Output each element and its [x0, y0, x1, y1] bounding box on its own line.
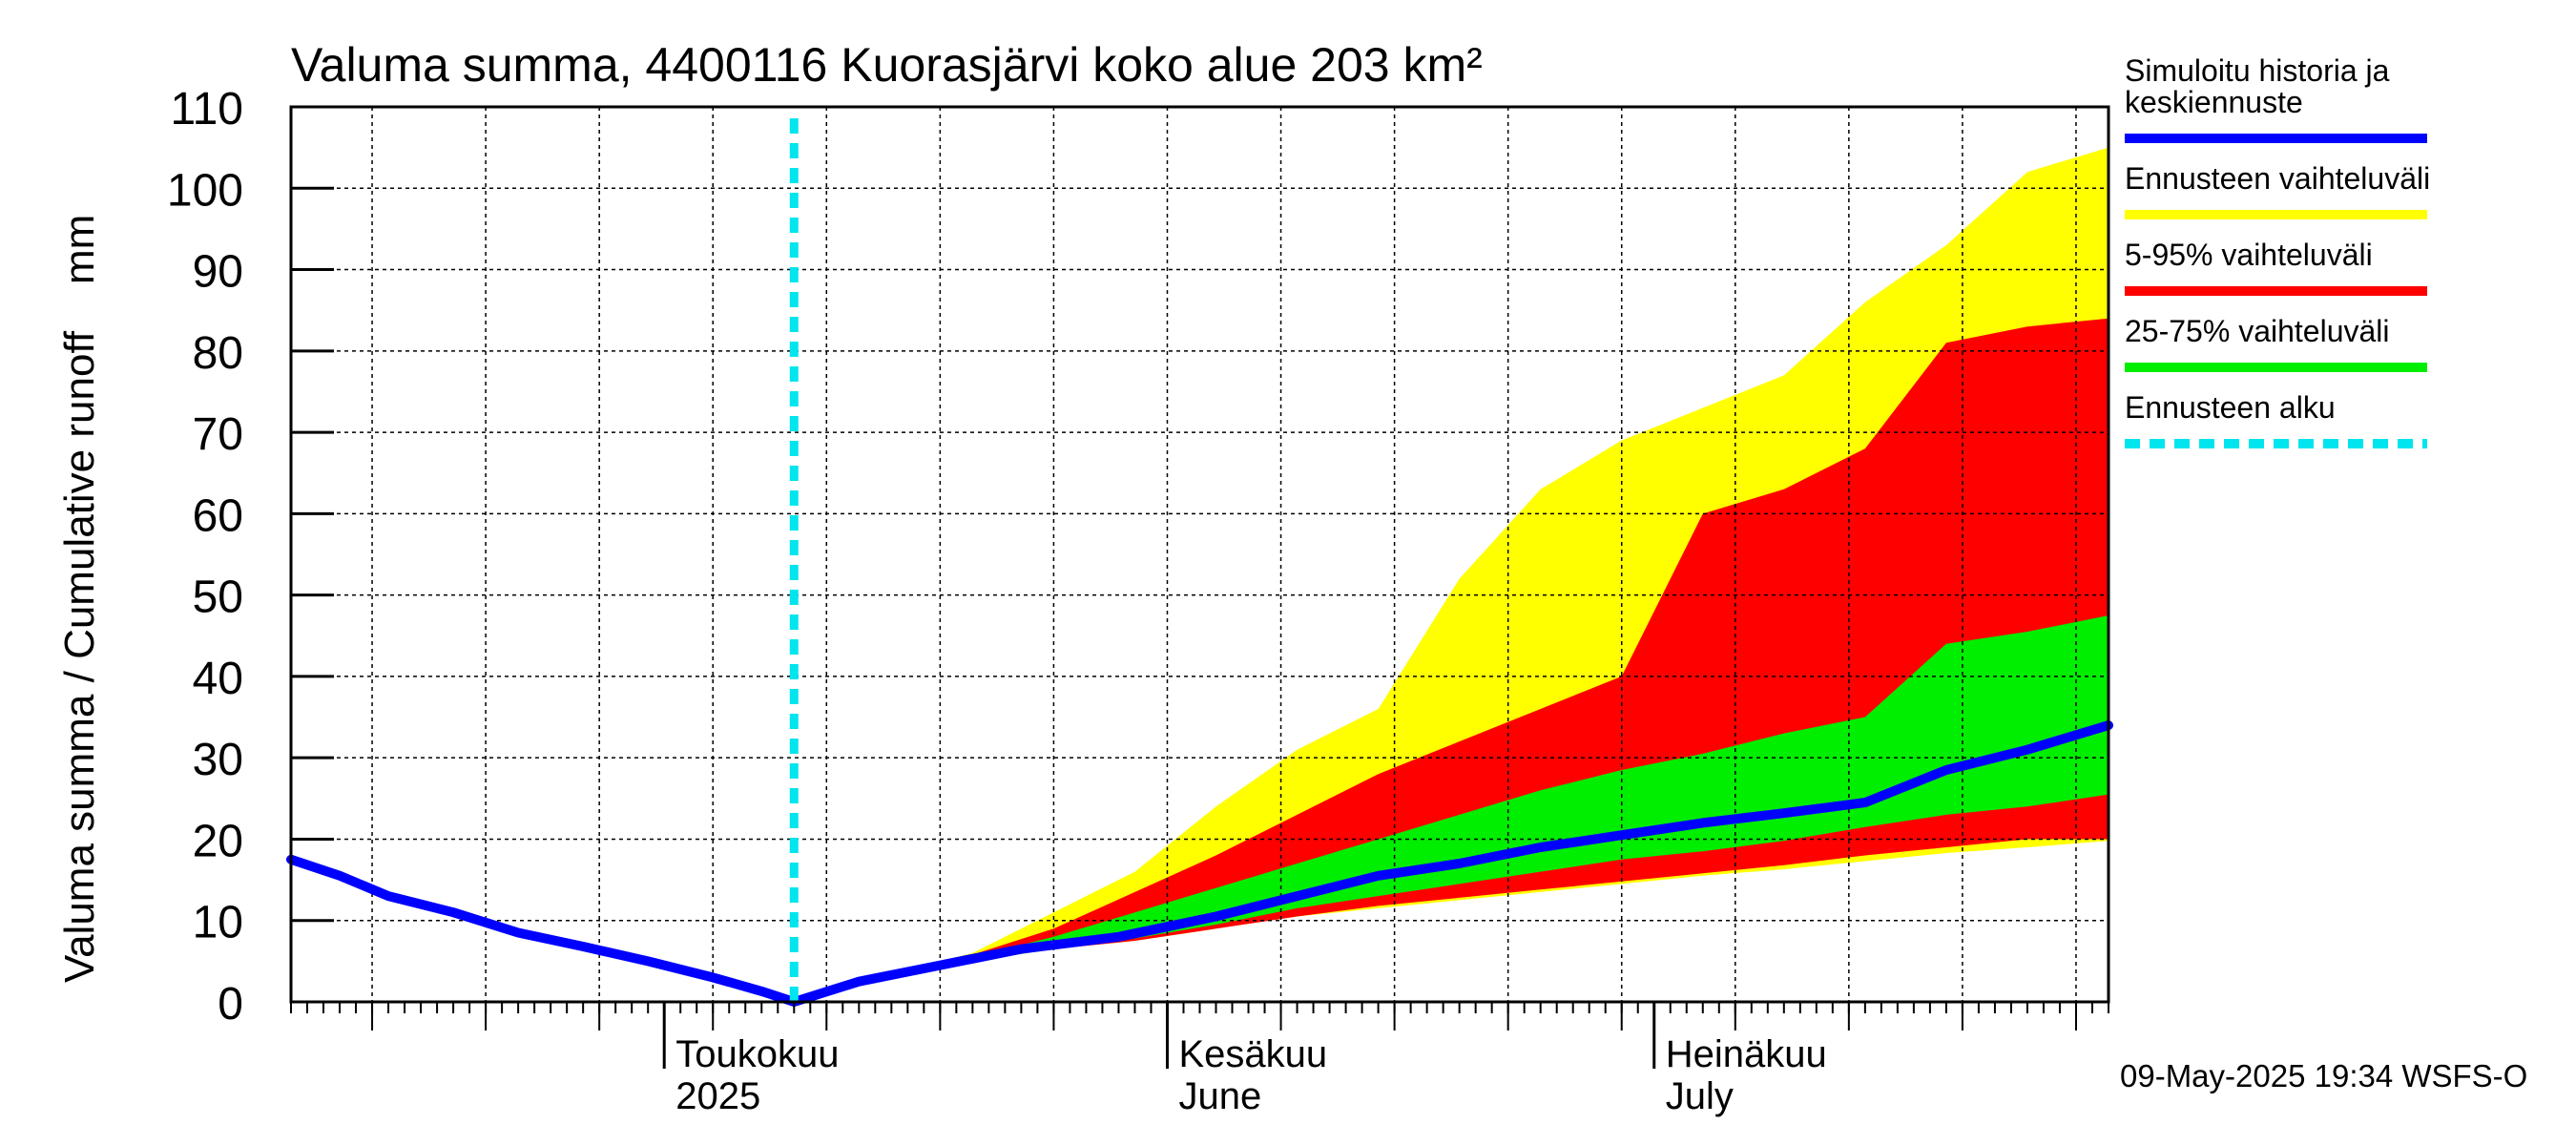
y-tick-label: 70 — [193, 409, 243, 460]
y-tick-label: 80 — [193, 328, 243, 379]
x-month-label: Kesäkuu — [1178, 1033, 1327, 1075]
series-line-median — [286, 720, 2113, 1007]
x-month-label: Heinäkuu — [1666, 1033, 1827, 1075]
y-tick-label: 0 — [218, 979, 243, 1030]
y-tick-label: 60 — [193, 490, 243, 541]
y-tick-label: 30 — [193, 735, 243, 785]
x-month-sublabel: July — [1666, 1075, 1734, 1117]
legend-label: Ennusteen vaihteluväli — [2125, 161, 2430, 196]
legend-label: 25-75% vaihteluväli — [2125, 314, 2390, 348]
y-tick-label: 90 — [193, 247, 243, 298]
y-tick-label: 50 — [193, 572, 243, 623]
x-month-sublabel: June — [1178, 1075, 1261, 1117]
legend-label: Simuloitu historia ja — [2125, 53, 2390, 88]
y-tick-label: 110 — [170, 84, 243, 135]
y-tick-label: 20 — [193, 816, 243, 866]
y-axis-label: Valuma summa / Cumulative runoff mm — [56, 215, 103, 983]
footer-timestamp: 09-May-2025 19:34 WSFS-O — [2120, 1058, 2527, 1093]
x-month-label: Toukokuu — [675, 1033, 839, 1075]
y-tick-label: 40 — [193, 654, 243, 704]
chart-title: Valuma summa, 4400116 Kuorasjärvi koko a… — [291, 38, 1483, 92]
legend-label: Ennusteen alku — [2125, 390, 2336, 425]
y-tick-label: 10 — [193, 898, 243, 948]
legend-label: 5-95% vaihteluväli — [2125, 238, 2373, 272]
y-tick-label: 100 — [167, 165, 243, 216]
series-lines — [286, 118, 2113, 1007]
legend-label: keskiennuste — [2125, 85, 2303, 119]
x-month-sublabel: 2025 — [675, 1075, 760, 1117]
